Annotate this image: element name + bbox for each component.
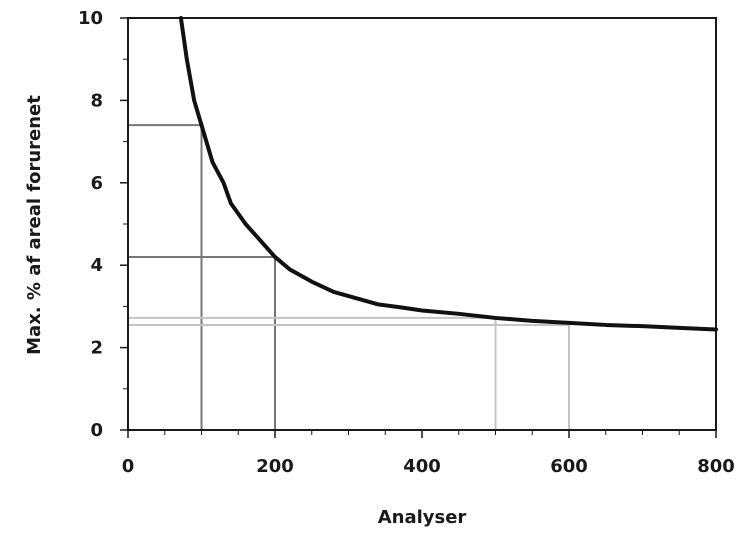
- x-tick-label: 600: [550, 456, 588, 477]
- reference-line-1: [128, 124, 203, 430]
- y-tick-label: 6: [90, 173, 103, 194]
- series-line-1: [178, 16, 718, 332]
- y-tick-label: 4: [90, 255, 103, 276]
- x-tick-label: 800: [697, 456, 735, 477]
- x-tick-label: 200: [256, 456, 294, 477]
- x-tick-label: 400: [403, 456, 441, 477]
- x-tick-label: 0: [122, 456, 135, 477]
- series-layer: [178, 16, 718, 332]
- y-tick-label: 2: [90, 338, 103, 359]
- y-tick-label: 10: [78, 8, 103, 29]
- reference-lines: [128, 124, 570, 430]
- y-axis-label: Max. % af areal forurenet: [24, 95, 45, 355]
- x-axis-label: Analyser: [378, 507, 467, 528]
- tick-labels: 0 200 400 600 800 0 2 4 6 8 10: [78, 8, 735, 477]
- reference-line-4: [128, 323, 570, 430]
- axes: [120, 17, 717, 438]
- plot-frame: [127, 17, 717, 431]
- reference-line-3: [128, 316, 497, 430]
- y-tick-label: 0: [90, 420, 103, 441]
- y-tick-label: 8: [90, 90, 103, 111]
